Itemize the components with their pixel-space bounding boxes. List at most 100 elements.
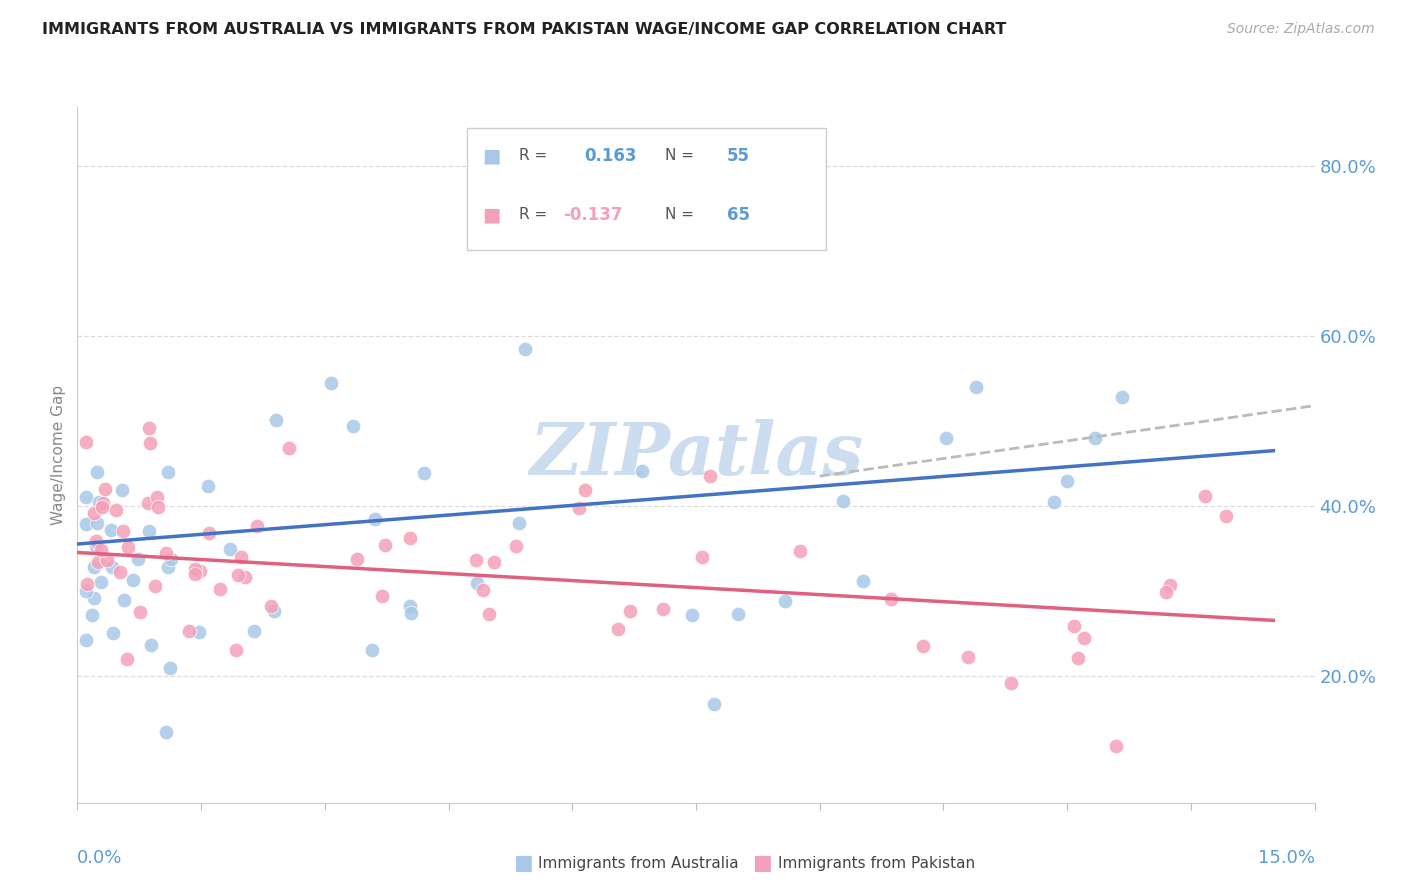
Point bbox=[1105, 739, 1128, 753]
Point bbox=[505, 539, 527, 553]
Point bbox=[482, 555, 505, 569]
Point bbox=[91, 496, 114, 510]
Point bbox=[574, 483, 596, 497]
Point bbox=[75, 633, 97, 648]
Point bbox=[832, 494, 855, 508]
Point bbox=[773, 594, 796, 608]
Point bbox=[263, 604, 285, 618]
Point bbox=[75, 435, 97, 450]
Point bbox=[508, 516, 530, 531]
Point bbox=[225, 642, 247, 657]
Point bbox=[360, 642, 382, 657]
Point bbox=[89, 495, 111, 509]
Point bbox=[155, 546, 177, 560]
Point bbox=[1063, 619, 1085, 633]
Point bbox=[568, 500, 591, 515]
Point bbox=[1056, 475, 1078, 489]
Point bbox=[681, 608, 703, 623]
Point bbox=[76, 576, 98, 591]
Point bbox=[83, 506, 105, 520]
Point bbox=[105, 503, 128, 517]
Point bbox=[127, 551, 149, 566]
Point bbox=[75, 490, 97, 504]
Point bbox=[94, 482, 117, 496]
Point bbox=[117, 651, 139, 665]
Point bbox=[342, 418, 364, 433]
Point bbox=[136, 496, 159, 510]
Text: 55: 55 bbox=[727, 147, 749, 165]
Point bbox=[112, 593, 135, 607]
Point bbox=[513, 342, 536, 356]
Point bbox=[1073, 631, 1095, 645]
Point bbox=[208, 582, 231, 596]
Point bbox=[464, 553, 486, 567]
Point bbox=[117, 540, 139, 554]
Point bbox=[139, 639, 162, 653]
Point bbox=[607, 622, 630, 636]
Point bbox=[138, 421, 160, 435]
Point bbox=[157, 560, 180, 574]
Point bbox=[852, 574, 875, 589]
Point bbox=[103, 626, 125, 640]
Point bbox=[177, 624, 200, 638]
Text: N =: N = bbox=[665, 148, 699, 163]
Point bbox=[399, 531, 422, 545]
Point bbox=[75, 517, 97, 532]
Point bbox=[965, 380, 987, 394]
Point bbox=[86, 465, 108, 479]
Text: Immigrants from Australia: Immigrants from Australia bbox=[538, 856, 740, 871]
Point bbox=[1000, 676, 1022, 690]
Text: ■: ■ bbox=[752, 854, 772, 873]
Point bbox=[935, 431, 957, 445]
Point bbox=[90, 575, 112, 590]
Text: ■: ■ bbox=[513, 854, 533, 873]
Text: Source: ZipAtlas.com: Source: ZipAtlas.com bbox=[1227, 22, 1375, 37]
Point bbox=[630, 464, 652, 478]
Point bbox=[465, 576, 488, 591]
Point bbox=[399, 606, 422, 620]
Point bbox=[243, 624, 266, 639]
Text: 65: 65 bbox=[727, 206, 749, 224]
Point bbox=[1154, 585, 1177, 599]
Point bbox=[690, 549, 713, 564]
Point bbox=[111, 483, 134, 497]
Point bbox=[138, 524, 160, 538]
Point bbox=[86, 516, 108, 531]
Point bbox=[138, 436, 160, 450]
Point bbox=[619, 603, 641, 617]
Text: R =: R = bbox=[519, 207, 553, 222]
Text: -0.137: -0.137 bbox=[564, 206, 623, 224]
Point bbox=[148, 500, 170, 515]
Point bbox=[957, 649, 980, 664]
Point bbox=[100, 560, 122, 574]
Point bbox=[75, 584, 97, 599]
Point bbox=[100, 523, 122, 537]
Point bbox=[87, 555, 110, 569]
Point bbox=[198, 526, 221, 541]
Point bbox=[233, 570, 256, 584]
Text: ■: ■ bbox=[482, 205, 501, 225]
Text: IMMIGRANTS FROM AUSTRALIA VS IMMIGRANTS FROM PAKISTAN WAGE/INCOME GAP CORRELATIO: IMMIGRANTS FROM AUSTRALIA VS IMMIGRANTS … bbox=[42, 22, 1007, 37]
Point bbox=[374, 538, 396, 552]
Point bbox=[82, 607, 104, 622]
Point bbox=[197, 479, 219, 493]
Point bbox=[319, 376, 342, 391]
Point bbox=[1215, 508, 1237, 523]
Point bbox=[83, 591, 105, 605]
Point bbox=[472, 582, 495, 597]
Point bbox=[789, 543, 811, 558]
Text: ZIPatlas: ZIPatlas bbox=[529, 419, 863, 491]
Text: 0.163: 0.163 bbox=[585, 147, 637, 165]
Point bbox=[260, 599, 283, 614]
Point bbox=[184, 567, 207, 582]
Point bbox=[703, 697, 725, 711]
Point bbox=[226, 568, 249, 582]
Point bbox=[129, 605, 152, 619]
Point bbox=[146, 490, 169, 504]
Point bbox=[278, 441, 301, 455]
Point bbox=[91, 500, 114, 514]
Point bbox=[364, 512, 387, 526]
Point bbox=[111, 524, 134, 538]
Point bbox=[1111, 390, 1133, 404]
Point bbox=[143, 579, 166, 593]
